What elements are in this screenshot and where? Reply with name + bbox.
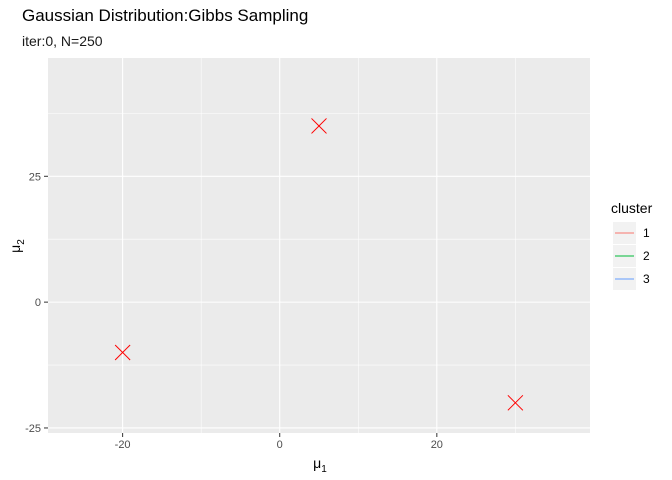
chart-subtitle: iter:0, N=250 [22, 33, 103, 49]
plot-panel [48, 58, 590, 433]
y-axis-title: μ2 [7, 239, 27, 253]
x-tick-label: 0 [277, 439, 283, 451]
y-tick-label: 0 [35, 297, 41, 309]
x-axis-title: μ1 [313, 455, 327, 475]
marker-stroke [507, 394, 524, 411]
major-gridlines [48, 58, 590, 433]
marker-stroke [114, 344, 131, 361]
y-axis-title-sub: 2 [16, 239, 27, 245]
legend-label: 3 [643, 272, 650, 286]
y-axis: -25 0 25 [25, 171, 48, 435]
legend-label: 2 [643, 249, 650, 263]
legend-label: 1 [643, 226, 650, 240]
legend-title: cluster [611, 200, 653, 216]
data-point-x-marker [114, 344, 131, 361]
x-axis-title-sub: 1 [321, 464, 327, 475]
data-points [114, 118, 524, 411]
data-point-x-marker [507, 394, 524, 411]
data-point-x-marker [311, 118, 327, 134]
chart-title: Gaussian Distribution:Gibbs Sampling [22, 6, 309, 25]
x-axis: -20 0 20 [115, 433, 443, 451]
y-tick-label: 25 [29, 171, 41, 183]
y-tick-label: -25 [25, 423, 41, 435]
legend: cluster 1 2 3 [611, 200, 653, 290]
x-tick-label: 20 [431, 439, 443, 451]
y-axis-title-base: μ [7, 245, 23, 253]
x-axis-title-base: μ [313, 455, 321, 471]
x-tick-label: -20 [115, 439, 131, 451]
marker-stroke [311, 118, 327, 134]
minor-gridlines [48, 58, 590, 433]
